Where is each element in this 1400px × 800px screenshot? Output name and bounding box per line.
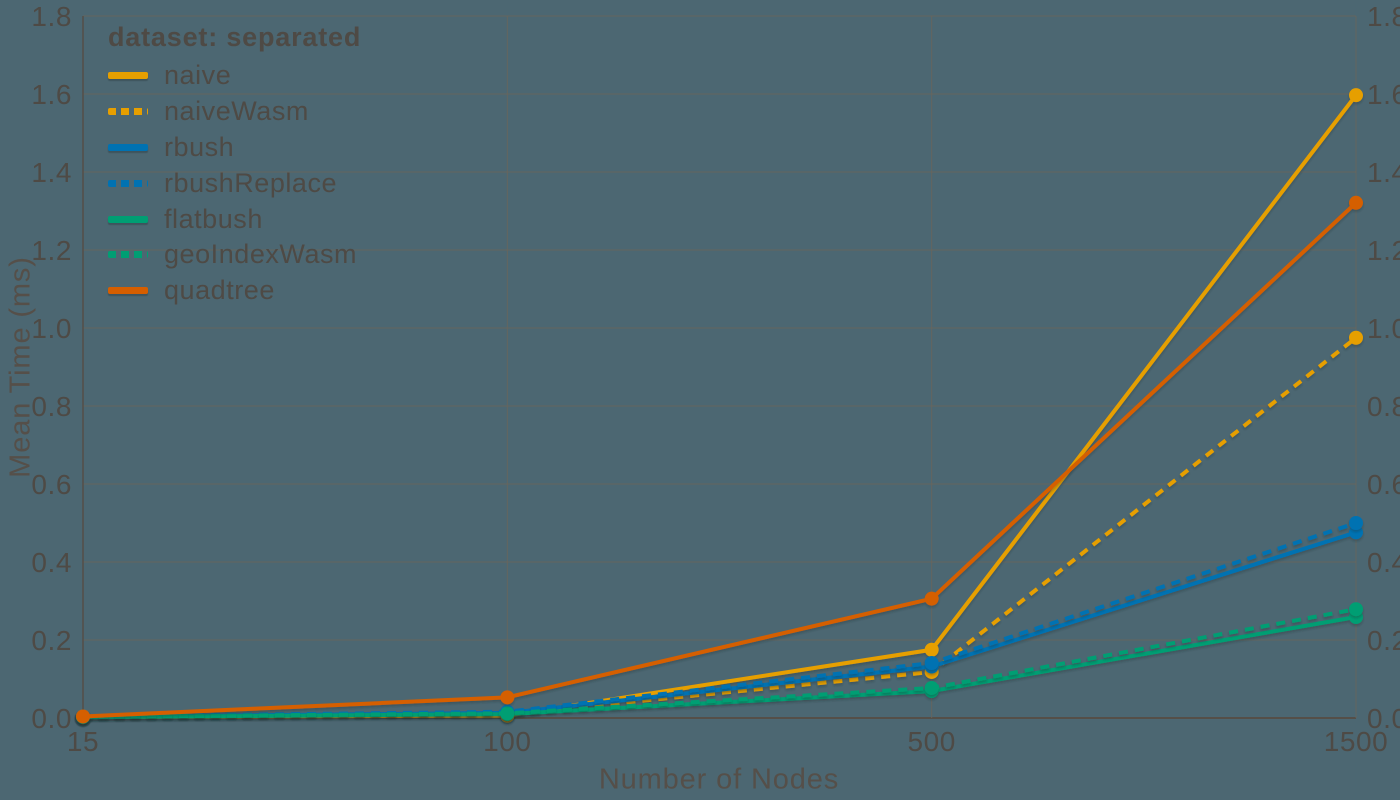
marker-naive-500 [924,642,939,657]
dashed-line-swatch-geoIndexWasm [108,251,148,259]
legend-label: geoIndexWasm [164,239,358,270]
legend-label: rbush [164,131,235,162]
marker-geoIndexWasm-100 [500,706,515,721]
y-tick-label-right: 1.8 [1367,1,1400,32]
y-tick-label-left: 1.4 [31,157,72,188]
x-tick-label: 100 [483,726,531,757]
marker-rbushReplace-1500 [1349,516,1363,530]
x-tick-label: 1500 [1324,726,1389,757]
legend-item-flatbush[interactable]: flatbush [108,201,361,237]
legend: dataset: separated naive naiveWasm rbush rb… [108,22,361,309]
dashed-line-swatch-naiveWasm [108,108,148,116]
solid-line-swatch-flatbush [108,215,148,223]
y-tick-label-left: 0.2 [31,625,72,656]
y-tick-label-right: 0.6 [1367,469,1400,500]
legend-title: dataset: separated [108,22,362,52]
series-line-flatbush [82,615,1357,720]
marker-quadtree-1500 [1349,195,1363,210]
legend-item-rbush[interactable]: rbush [108,130,361,166]
series-line-rbush [82,530,1357,719]
x-tick-label: 500 [907,726,955,757]
series-rbushReplace [76,516,1363,724]
series [76,88,1363,725]
y-tick-label-left: 0.0 [31,703,72,734]
legend-label: naiveWasm [164,96,309,127]
y-tick-label-left: 1.2 [31,235,72,266]
y-tick-label-left: 1.0 [31,313,72,344]
y-tick-label-left: 0.4 [31,547,72,578]
y-tick-label-right: 1.6 [1367,79,1400,110]
legend-label: rbushReplace [164,167,338,198]
marker-quadtree-100 [500,690,515,705]
legend-item-quadtree[interactable]: quadtree [108,273,361,309]
tick-labels: 0.0 0.0 0.2 0.2 0.4 0.4 0.6 0.6 0.8 0.8 1.0 1.0 1.2 1… [31,1,1400,757]
legend-label: flatbush [164,203,263,234]
marker-quadtree-500 [924,591,939,606]
y-tick-label-right: 1.4 [1367,157,1400,188]
series-line-geoIndexWasm [82,607,1357,719]
y-tick-label-right: 0.8 [1367,391,1400,422]
solid-line-swatch-naive [108,72,148,80]
y-tick-label-right: 0.4 [1367,547,1400,578]
y-tick-label-right: 1.2 [1367,235,1400,266]
y-tick-label-right: 1.0 [1367,313,1400,344]
legend-label: naive [164,60,232,91]
y-tick-label-left: 1.8 [31,1,72,32]
marker-quadtree-15 [76,709,90,724]
y-tick-label-right: 0.0 [1367,703,1400,734]
series-naiveWasm [76,330,1363,724]
x-axis-title: Number of Nodes [598,763,840,796]
series-line-rbushReplace [82,521,1357,719]
series-quadtree [76,195,1363,724]
legend-item-naiveWasm[interactable]: naiveWasm [108,94,361,130]
y-axis-title: Mean Time (ms) [4,256,37,478]
series-line-naiveWasm [82,336,1358,719]
marker-geoIndexWasm-500 [924,680,939,695]
y-tick-label-left: 0.8 [31,391,72,422]
legend-items: naive naiveWasm rbush rbushReplace flatbush g… [108,58,361,309]
marker-naiveWasm-1500 [1349,330,1363,345]
y-tick-label-right: 0.2 [1367,625,1400,656]
legend-item-geoIndexWasm[interactable]: geoIndexWasm [108,237,361,273]
marker-geoIndexWasm-1500 [1349,602,1363,617]
legend-label: quadtree [164,275,275,306]
marker-naive-1500 [1349,88,1363,103]
series-line-quadtree [82,201,1358,719]
series-rbush [76,525,1363,724]
solid-line-swatch-quadtree [108,287,148,295]
y-tick-label-left: 0.6 [31,469,72,500]
dashed-line-swatch-rbushReplace [108,179,148,187]
y-tick-label-left: 1.6 [31,79,72,110]
solid-line-swatch-rbush [108,143,148,151]
marker-rbushReplace-500 [924,656,939,671]
legend-item-naive[interactable]: naive [108,58,361,94]
series-geoIndexWasm [76,602,1363,724]
x-tick-label: 15 [67,726,99,757]
legend-item-rbushReplace[interactable]: rbushReplace [108,165,361,201]
